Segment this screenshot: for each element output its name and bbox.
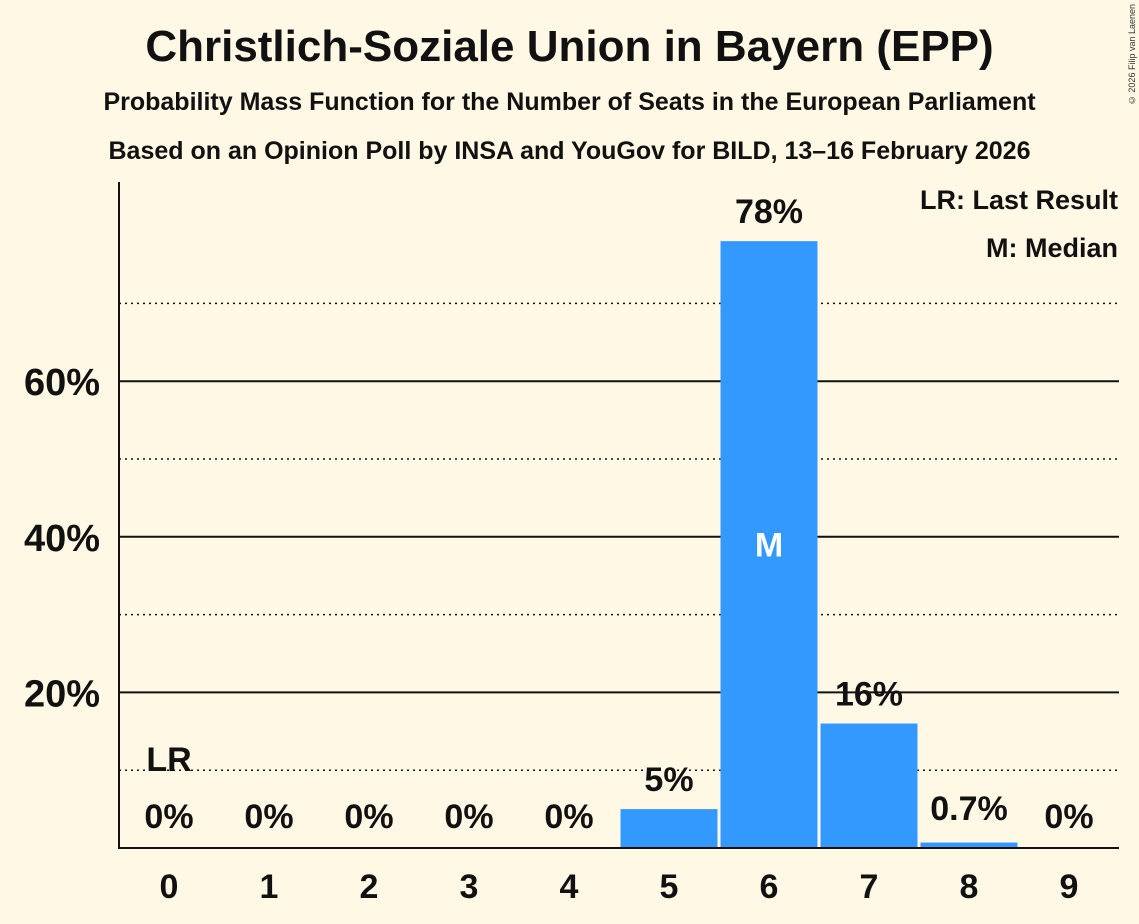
bar-seat-5 [620,809,718,848]
chart-subtitle-source: Based on an Opinion Poll by INSA and You… [108,137,1031,165]
median-marker: M [755,527,783,565]
x-tick-label: 2 [360,868,379,906]
x-tick-label: 6 [760,868,779,906]
legend-entry: LR: Last Result [920,185,1118,215]
chart-title: Christlich-Soziale Union in Bayern (EPP) [145,22,994,71]
x-tick-label: 7 [860,868,879,906]
y-tick-label: 60% [24,362,100,404]
bar-seat-8 [920,842,1018,848]
chart-subtitle: Probability Mass Function for the Number… [103,88,1036,116]
value-label: 5% [644,761,693,799]
x-tick-label: 1 [260,868,279,906]
y-tick-label: 40% [24,518,100,560]
value-label: 0% [544,798,593,836]
x-tick-label: 5 [660,868,679,906]
value-label: 78% [735,193,803,231]
x-tick-label: 0 [160,868,179,906]
x-tick-label: 4 [560,868,579,906]
value-label: 0% [444,798,493,836]
y-tick-label: 20% [24,673,100,715]
value-label: 0.7% [930,790,1008,828]
bar-seat-7 [820,723,918,848]
value-label: 0% [144,798,193,836]
value-label: 0% [244,798,293,836]
bar-seat-6 [720,241,818,848]
legend-entry: M: Median [986,233,1118,263]
x-tick-label: 3 [460,868,479,906]
value-label: 16% [835,676,903,714]
x-tick-label: 9 [1060,868,1079,906]
value-label: 0% [344,798,393,836]
x-tick-label: 8 [960,868,979,906]
last-result-marker: LR [146,741,191,779]
value-label: 0% [1044,798,1093,836]
